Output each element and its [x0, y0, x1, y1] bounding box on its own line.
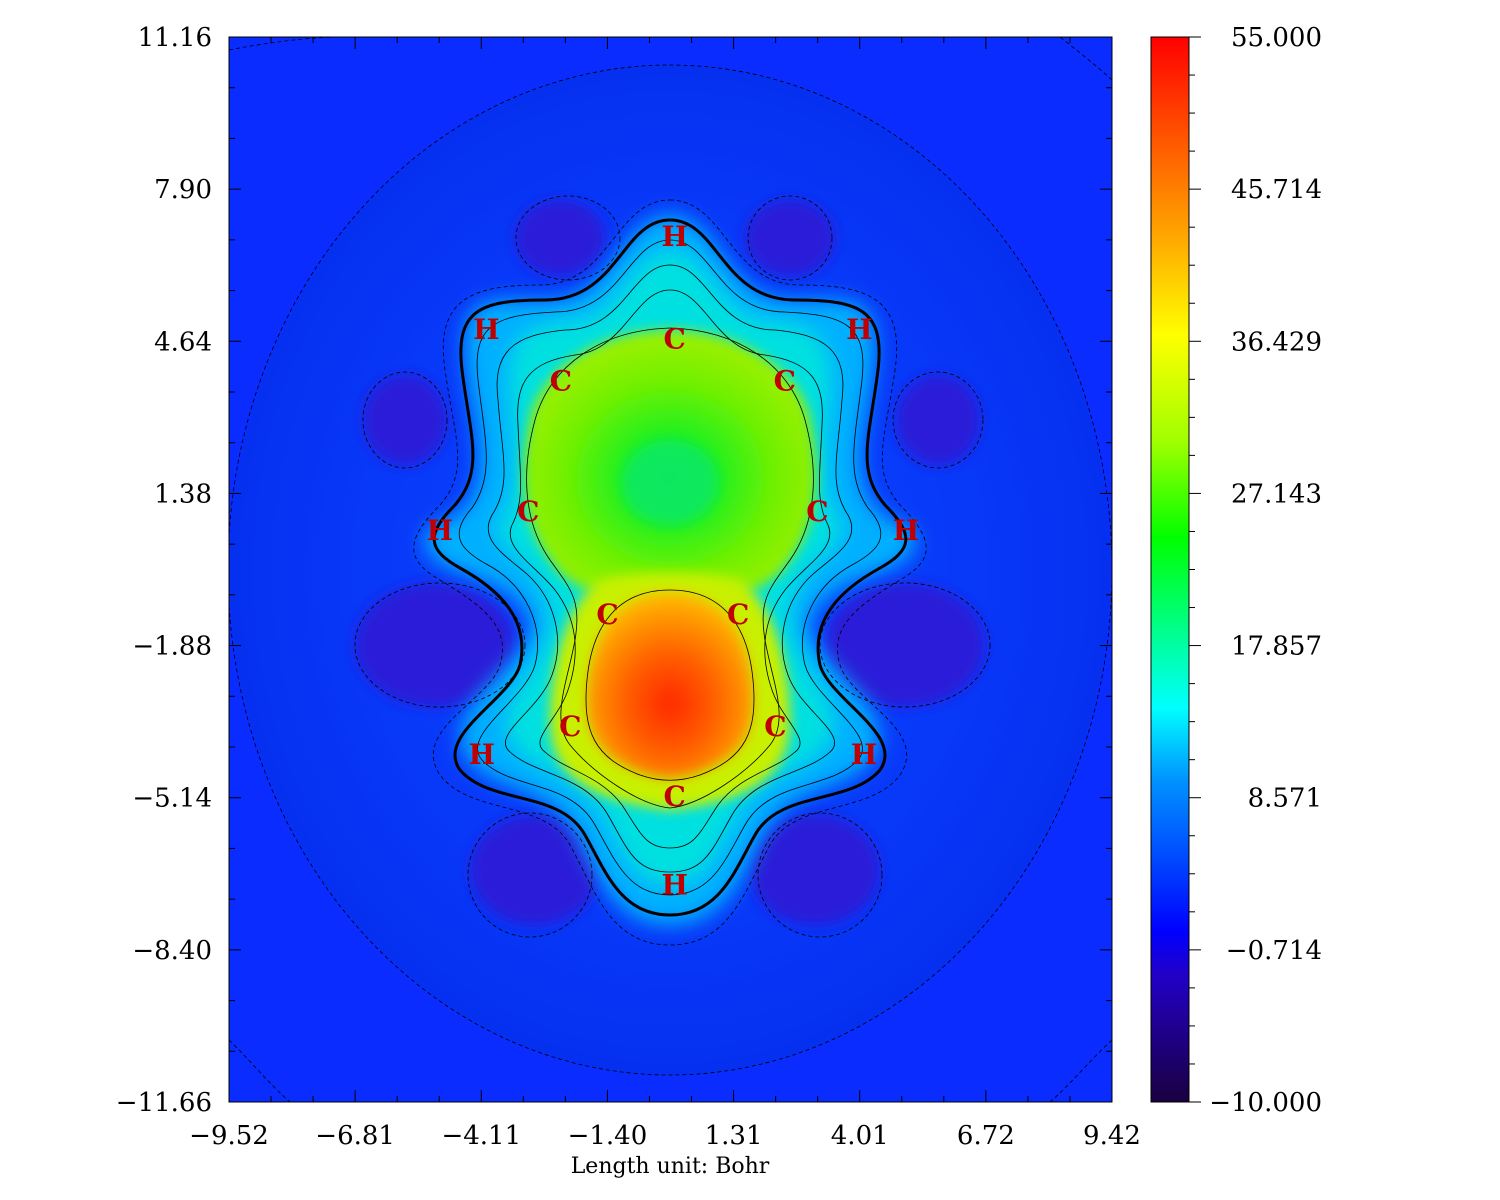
atom-label-c: C: [727, 598, 749, 631]
colorbar-tick-label: 45.714: [1231, 175, 1322, 205]
colorbar-tick-label: 27.143: [1231, 479, 1322, 509]
atom-label-c: C: [550, 364, 572, 397]
x-axis-label: Length unit: Bohr: [571, 1154, 770, 1179]
atom-label-h: H: [661, 869, 687, 902]
x-tick-label: −6.81: [315, 1121, 395, 1151]
y-axis: 11.16 7.90 4.64 1.38 −1.88 −5.14 −8.40 −11.66: [116, 23, 1112, 1118]
x-tick-label: 4.01: [831, 1121, 889, 1151]
atom-label-c: C: [774, 364, 796, 397]
x-axis: −9.52 −6.81 −4.11 −1.40 1.31 4.01 6.72 9.42: [189, 37, 1141, 1151]
atom-label-c: C: [596, 598, 618, 631]
plot-area: H H H C C C C C H H C C C C H H C H: [229, 37, 1112, 1102]
x-tick-label: 6.72: [957, 1121, 1015, 1151]
colorbar: 55.000 45.714 36.429 27.143 17.857 8.571 −0.71…: [1150, 23, 1322, 1118]
x-tick-label: −1.40: [568, 1121, 648, 1151]
colorbar-gradient: [1150, 36, 1190, 1103]
atom-label-h: H: [473, 313, 499, 346]
y-tick-label: −8.40: [132, 936, 212, 966]
colorbar-tick-label: 17.857: [1231, 632, 1322, 662]
y-tick-label: −11.66: [116, 1088, 212, 1118]
atom-label-c: C: [517, 495, 539, 528]
colorbar-tick-label: −0.714: [1226, 936, 1322, 966]
colorbar-tick-label: 8.571: [1248, 784, 1322, 814]
x-tick-label: 1.31: [705, 1121, 763, 1151]
atom-label-h: H: [851, 738, 877, 771]
colorbar-tick-label: 36.429: [1231, 327, 1322, 357]
atom-label-h: H: [846, 313, 872, 346]
atom-label-h: H: [661, 220, 687, 253]
atom-label-c: C: [664, 780, 686, 813]
atom-label-h: H: [893, 514, 919, 547]
atom-label-h: H: [426, 514, 452, 547]
x-tick-label: 9.42: [1083, 1121, 1141, 1151]
colorbar-tick-label: −10.000: [1209, 1088, 1322, 1118]
contour-lines: [229, 37, 1112, 1102]
negative-lobes: [355, 200, 985, 925]
atom-label-c: C: [806, 495, 828, 528]
y-tick-label: −1.88: [132, 632, 212, 662]
x-tick-label: −9.52: [189, 1121, 269, 1151]
x-tick-label: −4.11: [441, 1121, 521, 1151]
plot-frame: [228, 36, 1113, 1103]
molecule-density: [424, 215, 916, 925]
colorbar-ticks: 55.000 45.714 36.429 27.143 17.857 8.571 −0.71…: [1189, 23, 1322, 1118]
y-tick-label: 11.16: [138, 23, 212, 53]
atom-labels: H H H C C C C C H H C C C C H H C H: [426, 220, 919, 902]
atom-label-c: C: [559, 710, 581, 743]
atom-label-h: H: [468, 738, 494, 771]
y-tick-label: −5.14: [132, 784, 212, 814]
y-tick-label: 7.90: [154, 175, 212, 205]
colorbar-tick-label: 55.000: [1231, 23, 1322, 53]
y-tick-label: 1.38: [154, 479, 212, 509]
atom-label-c: C: [764, 710, 786, 743]
y-tick-label: 4.64: [154, 327, 212, 357]
atom-label-c: C: [664, 322, 686, 355]
